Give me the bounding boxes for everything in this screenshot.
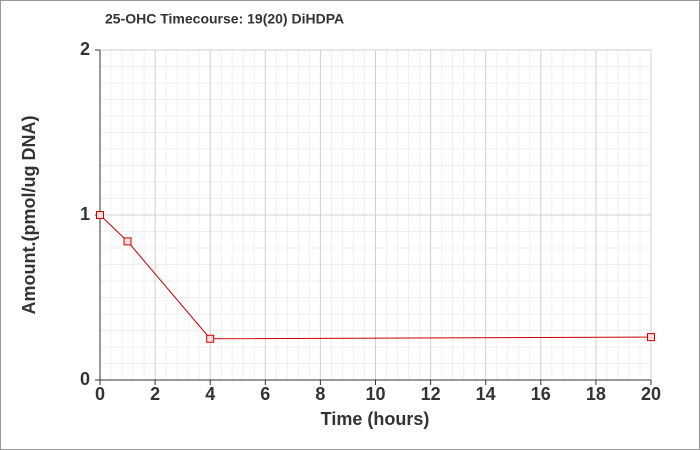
chart-title: 25-OHC Timecourse: 19(20) DiHDPA <box>105 11 344 27</box>
y-tick-label: 2 <box>80 39 90 59</box>
data-point <box>206 334 215 343</box>
x-axis-label: Time (hours) <box>321 409 430 429</box>
x-tick-label: 20 <box>641 384 661 404</box>
y-tick-label: 0 <box>80 369 90 389</box>
y-axis-label: Amount.(pmol/ug DNA) <box>19 116 39 315</box>
x-tick-label: 16 <box>531 384 551 404</box>
x-tick-label: 12 <box>421 384 441 404</box>
x-tick-label: 6 <box>260 384 270 404</box>
data-point <box>647 333 655 342</box>
x-tick-label: 4 <box>205 384 215 404</box>
x-tick-label: 8 <box>315 384 325 404</box>
data-point <box>123 237 132 246</box>
data-line <box>99 214 652 340</box>
data-point <box>96 211 104 219</box>
x-tick-label: 14 <box>476 384 496 404</box>
x-tick-label: 0 <box>95 384 105 404</box>
x-tick-label: 2 <box>150 384 160 404</box>
x-tick-label: 10 <box>365 384 385 404</box>
x-tick-label: 18 <box>586 384 606 404</box>
y-tick-label: 1 <box>80 204 90 224</box>
